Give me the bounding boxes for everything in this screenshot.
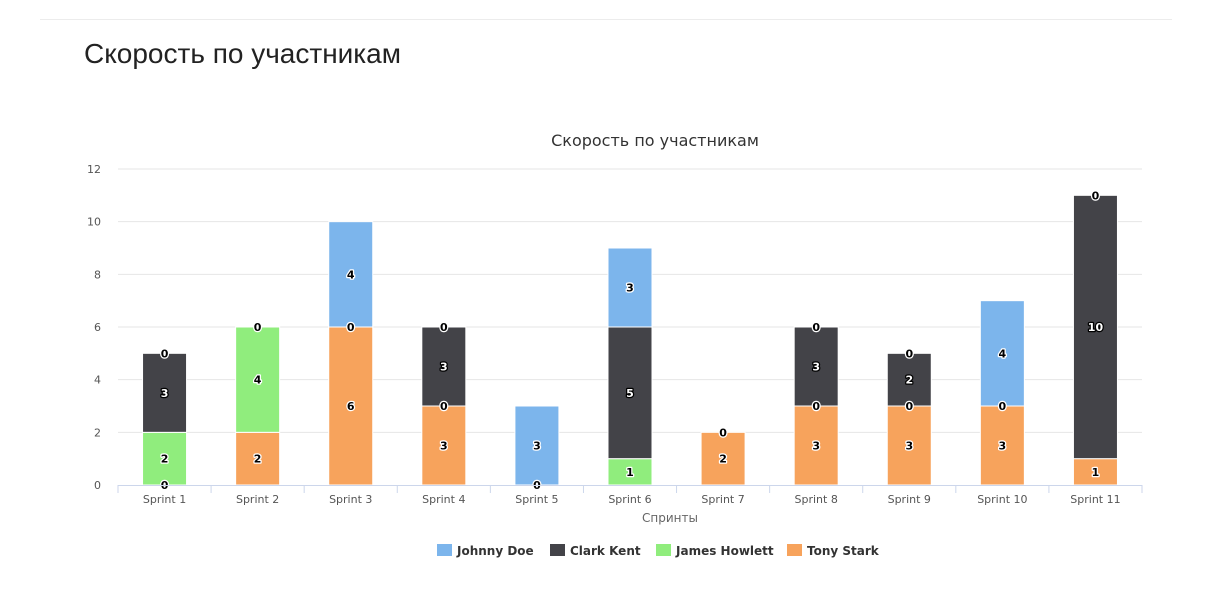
bar-segment[interactable] — [142, 352, 188, 433]
bar-segment[interactable] — [421, 405, 467, 486]
data-label: 0 — [905, 347, 913, 360]
y-tick-label: 6 — [94, 321, 101, 334]
data-label: 2 — [719, 453, 727, 466]
data-label: 0 — [999, 400, 1007, 413]
x-tick-label: Sprint 9 — [888, 493, 931, 506]
data-label: 0 — [812, 321, 820, 334]
legend-swatch — [437, 544, 452, 556]
y-axis: 0 2 4 6 8 10 12 — [87, 163, 101, 492]
legend-label: James Howlett — [675, 544, 774, 558]
data-label: 1 — [1092, 466, 1100, 479]
legend-swatch — [656, 544, 671, 556]
bar-segment[interactable] — [979, 300, 1025, 407]
data-label: 0 — [161, 347, 169, 360]
legend-item[interactable]: Clark Kent — [550, 544, 641, 558]
x-tick-label: Sprint 2 — [236, 493, 279, 506]
legend-swatch — [787, 544, 802, 556]
data-label: 0 — [1092, 189, 1100, 202]
bar-segment[interactable] — [886, 405, 932, 486]
y-tick-label: 10 — [87, 216, 101, 229]
x-tick-label: Sprint 5 — [515, 493, 558, 506]
data-label: 0 — [440, 321, 448, 334]
legend-swatch — [550, 544, 565, 556]
legend-label: Clark Kent — [570, 544, 641, 558]
bar-segment[interactable] — [235, 326, 281, 433]
data-label: 0 — [440, 400, 448, 413]
y-tick-label: 0 — [94, 479, 101, 492]
data-label: 2 — [254, 453, 262, 466]
data-label: 3 — [999, 440, 1007, 453]
data-label: 3 — [161, 387, 169, 400]
data-label: 3 — [626, 282, 634, 295]
bar-segment[interactable] — [514, 405, 560, 486]
data-label: 0 — [347, 321, 355, 334]
legend[interactable]: Johnny Doe Clark Kent James Howlett Tony St… — [437, 544, 880, 558]
data-label: 3 — [440, 440, 448, 453]
bar-segment[interactable] — [793, 405, 839, 486]
y-tick-label: 2 — [94, 426, 101, 439]
data-label: 3 — [440, 361, 448, 374]
page-title: Скорость по участникам — [84, 38, 401, 69]
data-label: 2 — [161, 453, 169, 466]
legend-item[interactable]: James Howlett — [656, 544, 774, 558]
data-label: 3 — [533, 440, 541, 453]
data-label: 4 — [254, 374, 262, 387]
bar-segment[interactable] — [886, 352, 932, 407]
x-tick-label: Sprint 11 — [1070, 493, 1120, 506]
x-axis-title: Спринты — [642, 511, 698, 525]
data-label: 1 — [626, 466, 634, 479]
data-label: 0 — [254, 321, 262, 334]
x-tick-label: Sprint 6 — [608, 493, 651, 506]
chart-title: Скорость по участникам — [551, 131, 759, 150]
bar-segment[interactable] — [1072, 194, 1118, 460]
x-tick-label: Sprint 10 — [977, 493, 1027, 506]
bar-segment[interactable] — [793, 326, 839, 407]
top-divider — [40, 19, 1172, 20]
data-label: 4 — [347, 268, 355, 281]
x-tick-label: Sprint 1 — [143, 493, 186, 506]
x-tick-label: Sprint 7 — [701, 493, 744, 506]
data-label: 0 — [812, 400, 820, 413]
bar-segment[interactable] — [421, 326, 467, 407]
bar-segment[interactable] — [607, 247, 653, 328]
data-label: 0 — [905, 400, 913, 413]
data-label: 2 — [905, 374, 913, 387]
x-tick-label: Sprint 4 — [422, 493, 465, 506]
data-label: 3 — [905, 440, 913, 453]
data-label: 3 — [812, 361, 820, 374]
y-tick-label: 8 — [94, 268, 101, 281]
bars — [142, 194, 1118, 486]
data-label: 3 — [812, 440, 820, 453]
bar-segment[interactable] — [607, 326, 653, 460]
legend-item[interactable]: Johnny Doe — [437, 544, 534, 558]
data-label: 5 — [626, 387, 634, 400]
x-tick-label: Sprint 8 — [795, 493, 838, 506]
data-label: 4 — [999, 347, 1007, 360]
x-tick-label: Sprint 3 — [329, 493, 372, 506]
legend-label: Tony Stark — [807, 544, 880, 558]
bar-segment[interactable] — [979, 405, 1025, 486]
legend-item[interactable]: Tony Stark — [787, 544, 880, 558]
data-label: 6 — [347, 400, 355, 413]
legend-label: Johnny Doe — [456, 544, 534, 558]
bar-segment[interactable] — [328, 221, 374, 328]
y-tick-label: 12 — [87, 163, 101, 176]
data-label: 10 — [1088, 321, 1104, 334]
data-label: 0 — [719, 426, 727, 439]
y-tick-label: 4 — [94, 374, 101, 387]
x-axis: Sprint 1 Sprint 2 Sprint 3 Sprint 4 Sprint 5… — [117, 485, 1143, 506]
bar-segment[interactable] — [700, 431, 746, 486]
